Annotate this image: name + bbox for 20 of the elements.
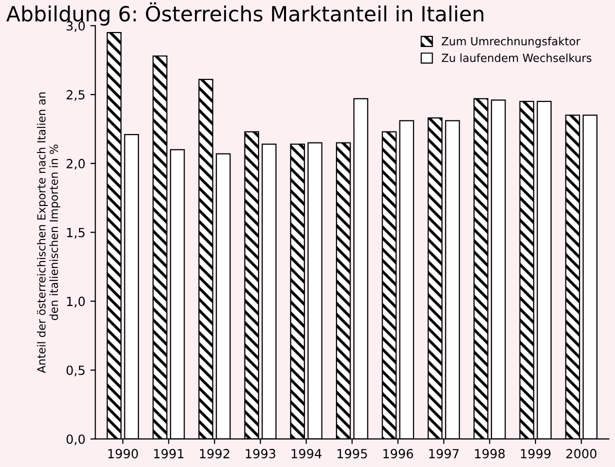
x-tick-label: 1993 — [246, 448, 276, 458]
y-tick-label: 0,5 — [66, 366, 85, 376]
x-tick-label: 1991 — [154, 448, 184, 458]
y-tick-label: 0,0 — [66, 434, 85, 446]
x-tick-label: 1990 — [108, 448, 138, 458]
x-tick-label: 1995 — [338, 448, 367, 458]
legend-label: Zu laufendem Wechselkurs — [442, 53, 592, 62]
y-tick-label: 1,0 — [67, 296, 85, 308]
y-tick-label: 2,0 — [66, 158, 85, 170]
y-axis-title: Anteil der österreichischen Exporte nach Italien an den italienischen Importen in % — [36, 92, 60, 374]
x-tick-label: 1992 — [200, 448, 230, 458]
x-tick-label: 1997 — [429, 448, 459, 458]
x-tick-label: 1994 — [292, 448, 322, 458]
x-tick-label: 1998 — [475, 448, 505, 458]
x-tick-label: 2000 — [566, 448, 596, 458]
y-tick-label: 2,5 — [66, 90, 85, 101]
legend-label: Zum Umrechnungsfaktor — [442, 36, 580, 48]
x-tick-label: 1999 — [520, 448, 551, 458]
y-tick-label: 1,5 — [67, 228, 85, 239]
x-tick-label: 1996 — [383, 448, 414, 458]
